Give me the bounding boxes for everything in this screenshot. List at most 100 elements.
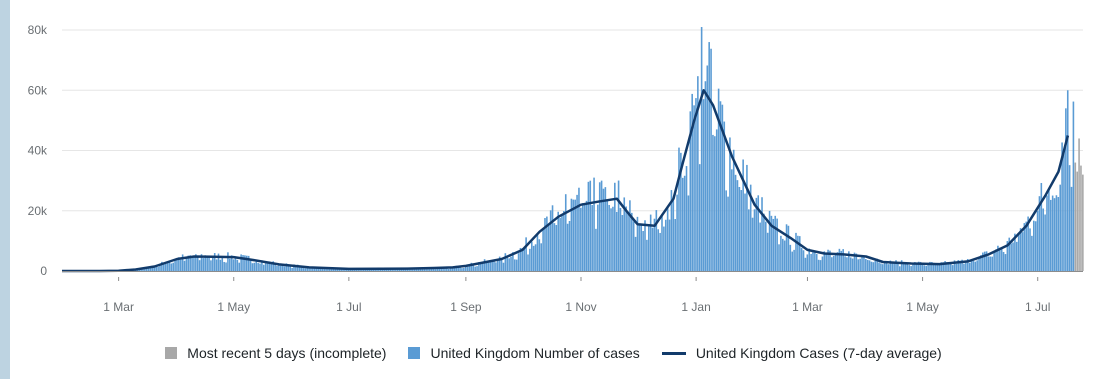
case-bar (196, 256, 199, 271)
case-bar (902, 264, 905, 271)
case-bar (759, 222, 761, 271)
case-bar (1031, 235, 1033, 271)
legend-item-average[interactable]: United Kingdom Cases (7-day average) (661, 345, 942, 361)
case-bar (176, 258, 178, 271)
case-bar (670, 190, 673, 271)
case-bar (559, 217, 561, 271)
case-bar (444, 267, 446, 271)
case-bar (151, 265, 154, 271)
legend-item-cases[interactable]: United Kingdom Number of cases (408, 345, 640, 361)
case-bar (300, 265, 303, 271)
case-bar (481, 262, 484, 271)
case-bar (534, 244, 537, 271)
case-bar (570, 198, 573, 271)
case-bar (865, 259, 867, 271)
case-bar (740, 190, 743, 271)
case-bar (587, 181, 590, 271)
case-bar (700, 27, 703, 272)
case-bar (315, 268, 318, 271)
case-bar (512, 252, 514, 271)
case-bar (468, 264, 471, 271)
case-bar (183, 260, 186, 271)
case-bar (744, 193, 746, 271)
case-bar (281, 264, 284, 271)
case-bar (1059, 184, 1061, 271)
case-bar (944, 261, 946, 271)
case-bar (585, 200, 588, 271)
case-bar (887, 264, 890, 271)
case-bar (478, 262, 480, 271)
case-bar (983, 251, 986, 271)
case-bar (246, 255, 248, 271)
case-bar (848, 251, 850, 271)
case-bar (291, 267, 293, 271)
case-bar (357, 269, 359, 271)
case-bar (368, 269, 371, 271)
case-bar (680, 152, 682, 271)
case-bar (195, 254, 197, 271)
case-bar (144, 268, 146, 271)
x-tick-label: 1 Mar (103, 300, 134, 314)
x-tick-label: 1 Jul (336, 300, 361, 314)
case-bar (819, 260, 822, 271)
case-bar (589, 180, 592, 271)
case-bar (1032, 220, 1035, 271)
case-bar (719, 101, 722, 271)
case-bar (815, 254, 818, 271)
case-bar (174, 260, 176, 271)
case-bar (604, 187, 607, 271)
case-bar (1057, 197, 1060, 271)
case-bar (557, 211, 559, 271)
case-bar (965, 262, 967, 271)
case-bar (897, 263, 899, 271)
case-bar (697, 76, 699, 271)
legend-item-incomplete[interactable]: Most recent 5 days (incomplete) (165, 345, 386, 361)
case-bar (910, 266, 912, 271)
case-bar (491, 260, 493, 271)
case-bar (459, 267, 461, 271)
case-bar (530, 241, 533, 271)
case-bar (736, 180, 739, 271)
case-bar (849, 257, 852, 271)
case-bar (621, 215, 624, 271)
case-bar (204, 255, 207, 271)
case-bar (329, 268, 331, 271)
case-bar (912, 264, 914, 271)
case-bar (429, 268, 431, 271)
case-bar (1044, 214, 1046, 271)
case-bar (891, 262, 894, 271)
case-bar (591, 205, 593, 271)
case-bar (193, 255, 195, 271)
case-bar (232, 259, 235, 271)
case-bar (749, 184, 752, 271)
case-bar (302, 268, 305, 271)
case-bar (748, 209, 750, 271)
case-bar (689, 111, 692, 271)
case-bar (221, 257, 224, 271)
gridlines (62, 29, 1083, 212)
case-bar (451, 266, 454, 271)
case-bar (178, 257, 180, 271)
case-bar (721, 104, 724, 271)
case-bar (536, 233, 539, 271)
case-bar (276, 265, 278, 271)
case-bar (1004, 254, 1007, 271)
case-bar (710, 48, 712, 271)
legend-swatch-average (661, 351, 686, 355)
case-bar (506, 255, 509, 271)
case-bar (695, 98, 697, 271)
case-bar (846, 257, 848, 271)
case-bar (742, 159, 744, 271)
case-bar (612, 206, 614, 271)
case-bar (497, 260, 499, 271)
case-bar (776, 218, 778, 271)
case-bar (476, 266, 478, 271)
case-bar (595, 228, 597, 271)
case-bar (646, 239, 648, 271)
case-bar (936, 264, 939, 271)
case-bar (929, 261, 931, 271)
case-bar (874, 260, 877, 271)
case-bar (330, 269, 333, 271)
case-bar (636, 216, 639, 271)
case-bar (931, 262, 933, 271)
